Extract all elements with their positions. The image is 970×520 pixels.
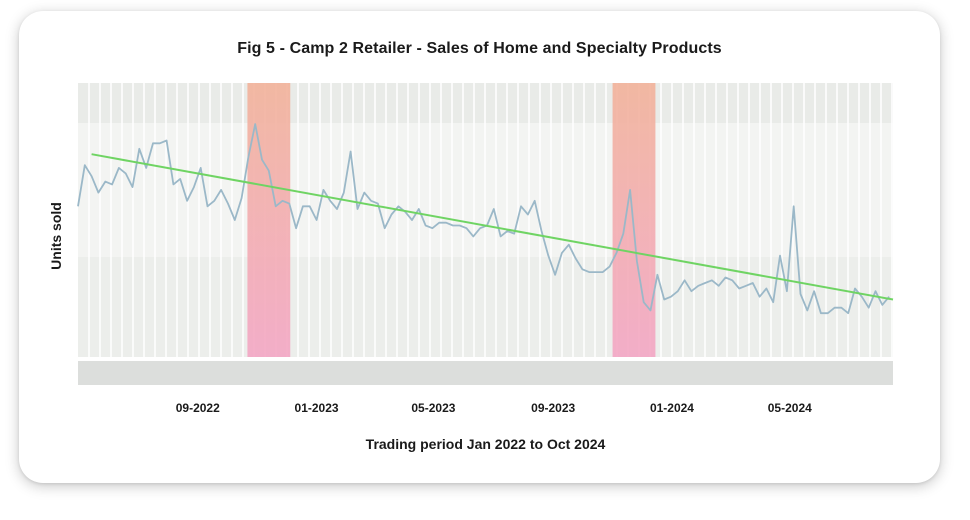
x-tick-label: 09-2023 <box>531 401 575 415</box>
x-tick-label: 01-2023 <box>295 401 339 415</box>
highlight-bands <box>247 83 656 357</box>
x-axis-ticks: 09-2022 01-2023 05-2023 09-2023 01-2024 05-20… <box>176 401 812 415</box>
x-tick-label: 05-2023 <box>411 401 455 415</box>
trend-line <box>91 153 894 301</box>
series-layer <box>77 123 894 315</box>
x-tick-label: 01-2024 <box>650 401 694 415</box>
x-tick-label: 05-2024 <box>768 401 812 415</box>
x-axis-label: Trading period Jan 2022 to Oct 2024 <box>365 436 606 452</box>
highlight-band-1 <box>247 83 291 357</box>
chart-title: Fig 5 - Camp 2 Retailer - Sales of Home … <box>237 40 722 57</box>
x-axis-scroll-strip[interactable] <box>78 361 893 385</box>
sales-line <box>77 123 890 315</box>
gridlines <box>88 83 893 357</box>
highlight-band-2 <box>612 83 656 357</box>
x-tick-label: 09-2022 <box>176 401 220 415</box>
